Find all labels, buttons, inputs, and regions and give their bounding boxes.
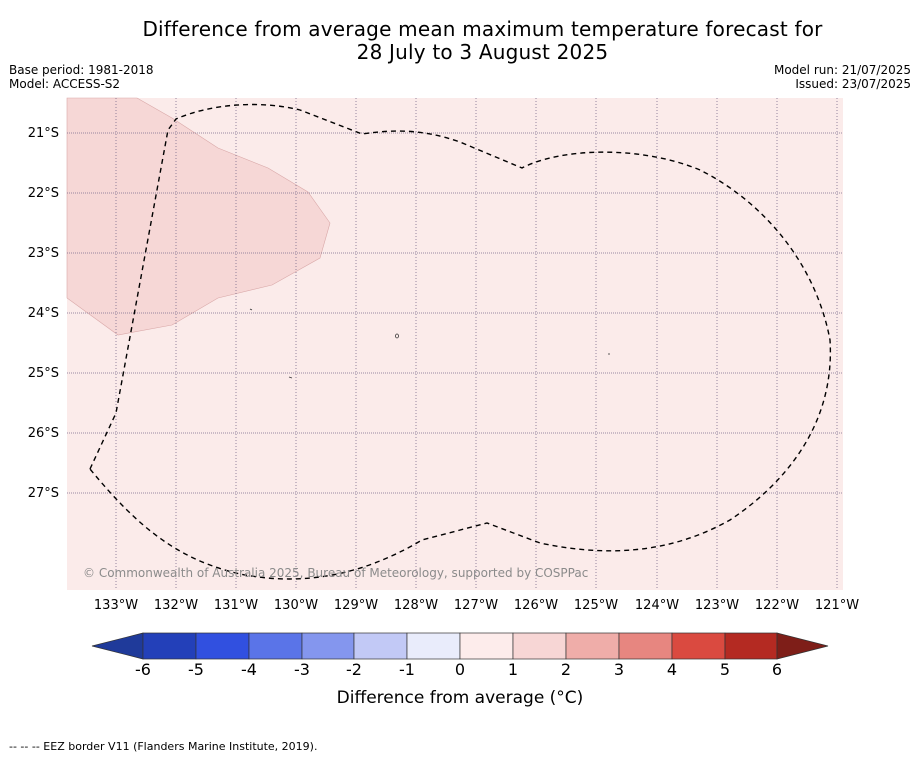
base-period: Base period: 1981-2018 [9,63,154,77]
colorbar-tick: -6 [135,660,151,679]
colorbar-segment [512,632,567,660]
colorbar-tick: -4 [241,660,257,679]
colorbar-segment [248,632,303,660]
colorbar-segment [353,632,408,660]
forecast-meta-right: Model run: 21/07/2025 Issued: 23/07/2025 [774,63,911,91]
colorbar-segment [671,632,726,660]
colorbar [91,632,829,660]
lon-label: 122°W [754,598,800,613]
colorbar-segment [565,632,620,660]
lon-label: 133°W [93,598,139,613]
lon-label: 124°W [634,598,680,613]
colorbar-tick: -1 [399,660,415,679]
lat-label: 25°S [27,366,59,381]
lon-label: 125°W [573,598,619,613]
colorbar-tick: 3 [613,660,625,679]
colorbar-lower-extension [91,632,144,660]
colorbar-segment [142,632,197,660]
lon-label: 130°W [273,598,319,613]
anomaly-patch-1-to-2 [66,97,331,336]
colorbar-tick: -2 [346,660,362,679]
model-run: Model run: 21/07/2025 [773,63,911,77]
longitude-gridlines [115,98,838,590]
colorbar-tick: -3 [294,660,310,679]
latitude-gridlines [67,132,843,494]
copyright-notice: © Commonwealth of Australia 2025, Bureau… [83,566,589,580]
lon-label: 128°W [393,598,439,613]
forecast-meta-left: Base period: 1981-2018 Model: ACCESS-S2 [9,63,154,91]
colorbar-tick: 5 [719,660,731,679]
title-line-1: Difference from average mean maximum tem… [142,17,823,41]
colorbar-upper-extension [776,632,829,660]
lat-label: 27°S [27,486,59,501]
lat-label: 23°S [27,246,59,261]
eez-legend-note: -- -- -- EEZ border V11 (Flanders Marine… [9,740,318,753]
lat-label: 24°S [27,306,59,321]
lat-label: 22°S [27,186,59,201]
colorbar-title: Difference from average (°C) [336,688,584,708]
model-name: Model: ACCESS-S2 [9,77,121,91]
colorbar-tick: -5 [188,660,204,679]
lon-label: 123°W [694,598,740,613]
colorbar-segment [406,632,461,660]
colorbar-segment [459,632,514,660]
colorbar-segment [724,632,778,660]
title-line-2: 28 July to 3 August 2025 [356,40,609,64]
lon-label: 131°W [213,598,259,613]
colorbar-tick: 1 [507,660,519,679]
colorbar-tick: 6 [771,660,783,679]
colorbar-tick: 4 [666,660,678,679]
colorbar-tick: 2 [560,660,572,679]
islands [249,308,610,379]
lon-label: 121°W [814,598,860,613]
lat-label: 21°S [27,126,59,141]
colorbar-segment [618,632,673,660]
lon-label: 127°W [453,598,499,613]
lat-label: 26°S [27,426,59,441]
lon-label: 129°W [333,598,379,613]
lon-label: 132°W [153,598,199,613]
colorbar-tick: 0 [454,660,466,679]
map-title: Difference from average mean maximum tem… [100,18,865,64]
lon-label: 126°W [513,598,559,613]
colorbar-segment [195,632,250,660]
issued-date: Issued: 23/07/2025 [795,77,911,91]
colorbar-segment [301,632,355,660]
